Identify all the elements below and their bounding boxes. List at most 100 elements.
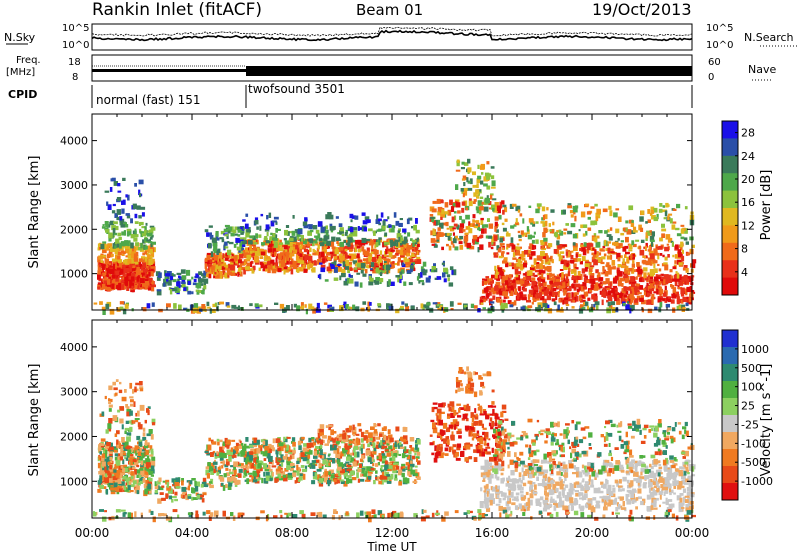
power-data-cell <box>559 251 565 254</box>
power-data-cell <box>226 268 231 273</box>
power-data-cell <box>530 251 536 256</box>
power-colorbar-swatch <box>722 121 738 139</box>
power-data-cell <box>494 221 498 227</box>
power-data-cell <box>400 255 405 258</box>
power-data-cell <box>210 251 214 257</box>
velocity-data-cell <box>303 443 307 447</box>
power-data-cell <box>111 268 115 275</box>
power-data-cell <box>338 258 342 263</box>
power-data-cell <box>454 246 459 251</box>
velocity-data-cell <box>117 409 121 413</box>
power-colorbar-tick-label: 12 <box>741 219 755 232</box>
power-data-cell <box>617 238 620 241</box>
power-data-cell <box>501 283 505 289</box>
velocity-data-cell <box>223 473 227 478</box>
power-data-cell <box>357 248 362 253</box>
velocity-data-cell <box>268 468 273 472</box>
power-data-cell <box>367 306 370 312</box>
power-data-cell <box>403 250 407 255</box>
power-data-cell <box>146 239 150 242</box>
power-data-cell <box>325 225 328 230</box>
power-data-cell <box>504 291 508 298</box>
power-data-cell <box>357 259 363 263</box>
velocity-data-cell <box>294 480 297 484</box>
power-data-cell <box>452 238 457 244</box>
power-data-cell <box>434 277 439 280</box>
power-data-cell <box>179 276 183 280</box>
power-data-cell <box>242 241 247 244</box>
power-colorbar-tick-label: 28 <box>741 127 755 140</box>
power-data-cell <box>213 256 219 261</box>
power-data-cell <box>146 265 151 270</box>
power-data-cell <box>453 211 457 214</box>
velocity-data-cell <box>112 415 118 421</box>
power-data-cell <box>612 266 616 270</box>
power-data-cell <box>115 249 118 255</box>
velocity-data-cell <box>392 468 397 474</box>
nsky-tick-bottom: 10^0 <box>62 40 89 51</box>
velocity-data-cell <box>189 480 193 485</box>
power-data-cell <box>509 203 514 209</box>
power-data-cell <box>337 267 343 272</box>
power-data-cell <box>132 262 137 268</box>
power-data-cell <box>514 249 517 256</box>
power-data-cell <box>540 221 545 224</box>
power-data-cell <box>103 280 109 283</box>
velocity-data-cell <box>146 463 149 469</box>
velocity-data-cell <box>100 438 106 442</box>
power-data-cell <box>106 246 110 251</box>
power-data-cell <box>682 267 686 271</box>
power-data-cell <box>397 257 401 263</box>
power-data-cell <box>585 203 590 207</box>
power-data-cell <box>477 200 483 206</box>
power-data-cell <box>562 299 565 305</box>
power-data-cell <box>357 263 361 268</box>
power-data-cell <box>657 274 662 277</box>
power-data-cell <box>312 240 318 244</box>
velocity-data-cell <box>183 492 187 497</box>
power-data-cell <box>255 247 260 251</box>
power-data-cell <box>333 277 339 281</box>
power-data-cell <box>562 255 565 259</box>
power-data-cell <box>289 253 293 258</box>
power-data-cell <box>388 248 391 252</box>
power-data-cell <box>492 208 495 212</box>
velocity-data-cell <box>283 436 286 442</box>
power-data-cell <box>459 215 462 220</box>
power-data-cell <box>446 227 450 230</box>
velocity-data-cell <box>134 386 137 393</box>
power-data-cell <box>497 288 503 294</box>
power-data-cell <box>648 273 653 280</box>
velocity-data-cell <box>224 464 229 468</box>
power-data-cell <box>476 178 481 184</box>
power-data-cell <box>627 301 630 304</box>
power-data-cell <box>602 287 606 292</box>
velocity-data-cell <box>139 468 143 473</box>
velocity-data-cell <box>205 484 209 488</box>
power-ytick-label: 1000 <box>60 268 88 281</box>
velocity-data-cell <box>396 440 400 446</box>
power-data-cell <box>590 279 595 284</box>
power-data-cell <box>272 220 277 223</box>
power-data-cell <box>354 215 359 220</box>
power-data-cell <box>641 260 647 264</box>
power-data-cell <box>463 190 468 196</box>
power-data-cell <box>459 244 464 250</box>
velocity-data-cell <box>282 474 287 478</box>
power-data-cell <box>197 306 203 310</box>
power-data-cell <box>129 266 134 272</box>
power-data-cell <box>625 251 630 255</box>
velocity-data-cell <box>365 479 369 482</box>
power-data-cell <box>387 303 393 307</box>
power-data-cell <box>391 241 396 246</box>
power-data-cell <box>396 233 402 239</box>
power-data-cell <box>649 279 654 284</box>
power-data-cell <box>139 265 142 268</box>
velocity-data-cell <box>398 453 402 456</box>
power-data-cell <box>395 220 400 226</box>
power-data-cell <box>381 270 386 273</box>
velocity-data-cell <box>401 469 406 472</box>
power-data-cell <box>106 268 112 274</box>
station-title: Rankin Inlet (fitACF) <box>92 0 262 20</box>
power-data-cell <box>274 241 278 248</box>
